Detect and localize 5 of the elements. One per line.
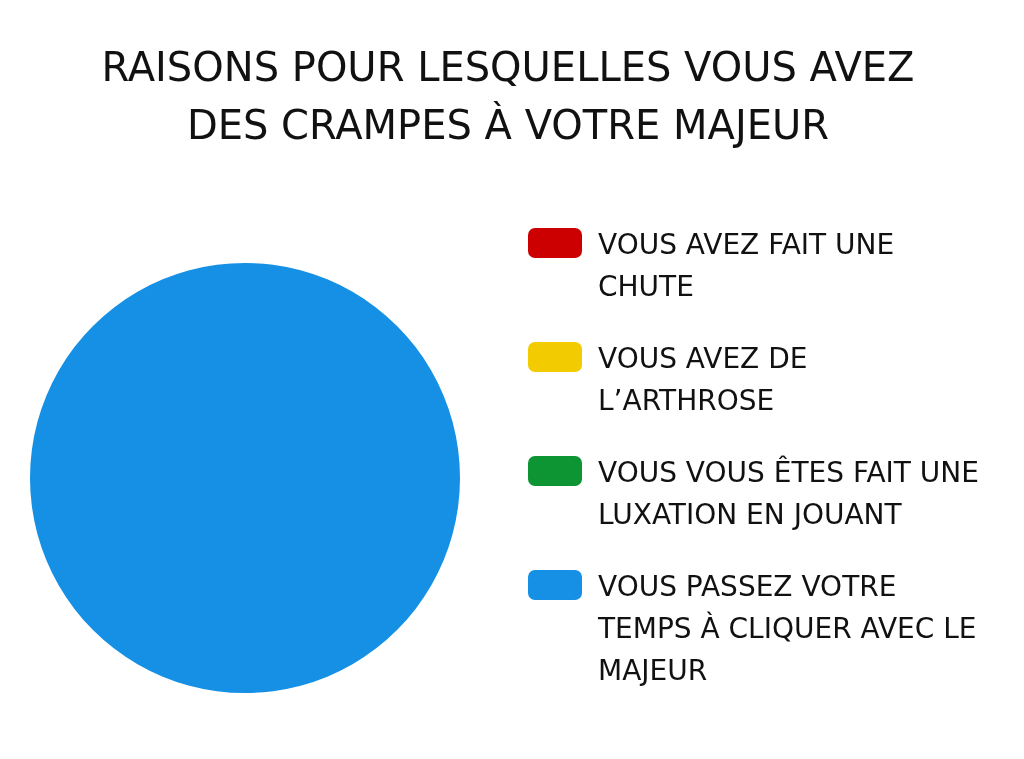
legend-label: VOUS VOUS ÊTES FAIT UNE LUXATION EN JOUANT [598,454,980,533]
legend-label: VOUS AVEZ DE L’ARTHROSE [598,341,809,419]
legend-label: VOUS AVEZ FAIT UNE CHUTE [598,227,896,305]
legend-label: VOUS PASSEZ VOTRE TEMPS À CLIQUER AVEC LE MAJEUR [598,569,978,689]
chart-title: RAISONS POUR LESQUELLES VOUS AVEZ DES CRAMPES À VOTRE MAJEUR [100,43,916,150]
